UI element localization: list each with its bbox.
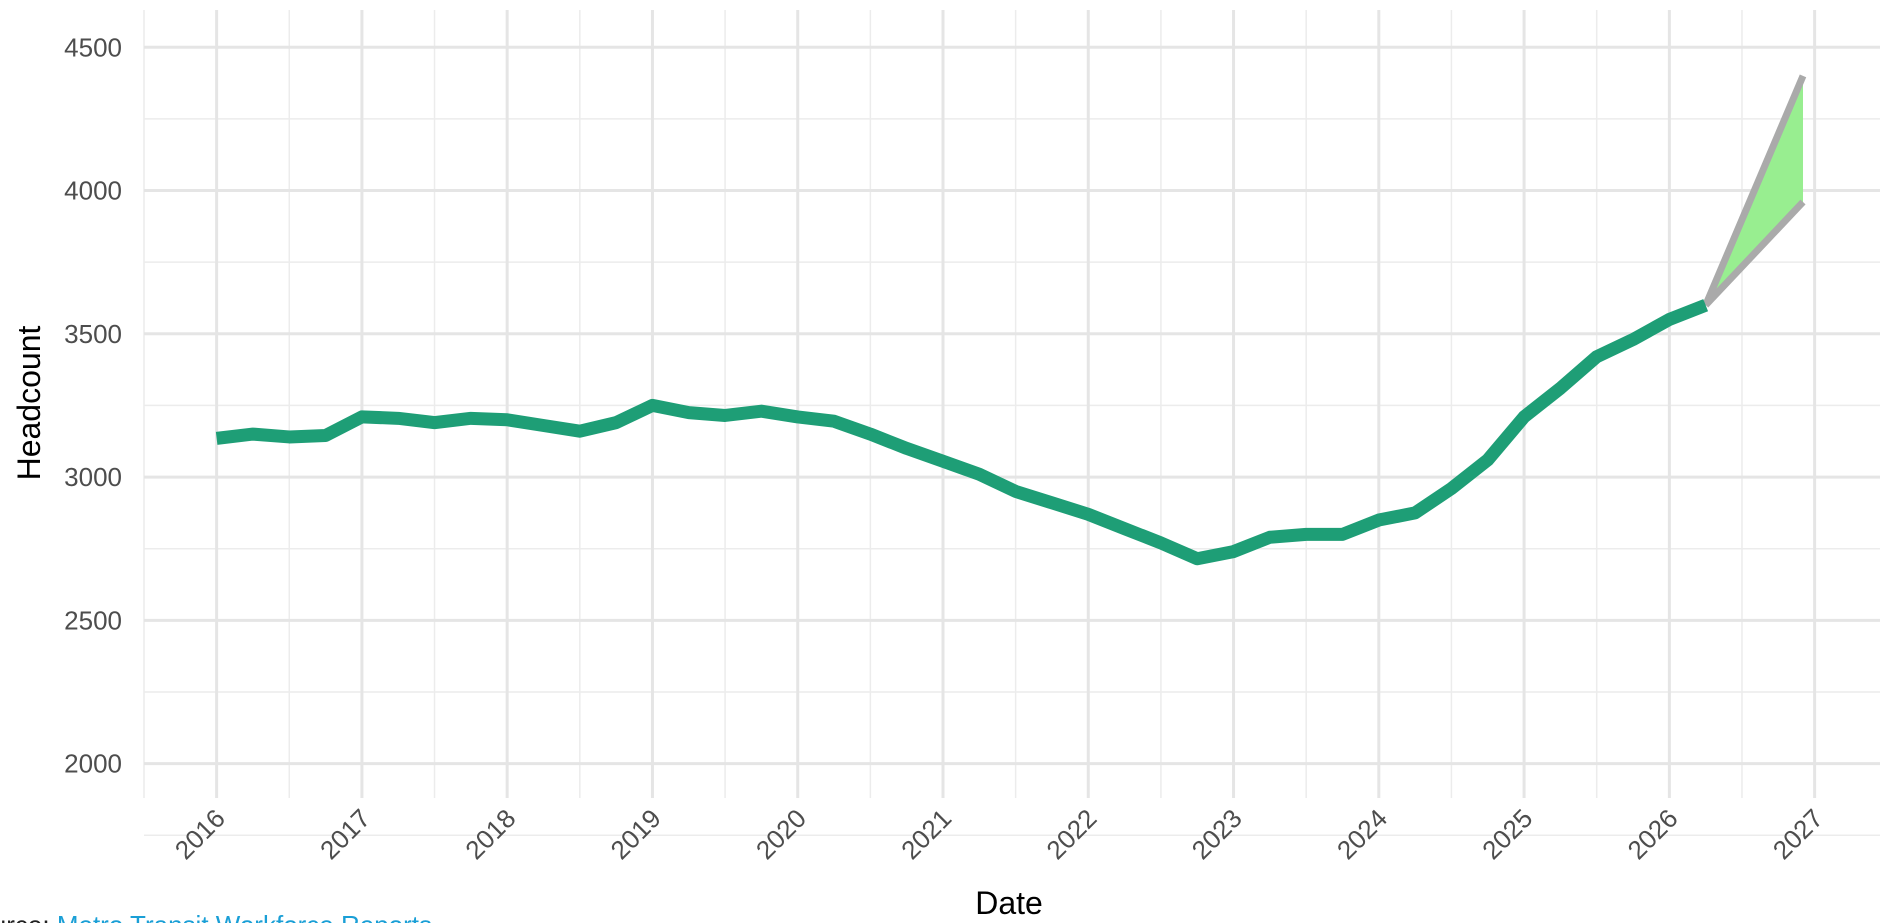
y-tick-label: 2000: [64, 749, 122, 779]
y-tick-label: 3000: [64, 462, 122, 492]
source-link[interactable]: Metro Transit Workforce Reports: [57, 910, 432, 923]
y-tick-label: 4500: [64, 32, 122, 62]
y-tick-label: 4000: [64, 176, 122, 206]
x-axis-title: Date: [975, 885, 1043, 921]
x-tick-label: 2027: [1767, 803, 1829, 865]
forecast-lower: [1703, 199, 1806, 308]
y-axis-title: Headcount: [11, 326, 47, 481]
x-tick-label: 2022: [1040, 803, 1102, 865]
x-tick-label: 2017: [314, 803, 376, 865]
x-tick-label: 2023: [1186, 803, 1248, 865]
x-tick-label: 2019: [605, 803, 667, 865]
x-tick-label: 2021: [895, 803, 957, 865]
y-tick-label: 2500: [64, 605, 122, 635]
x-tick-label: 2018: [459, 803, 521, 865]
plot: 2000 2500 3000 3500 4000 4500 2016 2017 2018 2019…: [64, 10, 1880, 865]
x-tick-label: 2020: [750, 803, 812, 865]
line: [215, 299, 1709, 566]
x-tick-label: 2025: [1476, 803, 1538, 865]
x-tick-label: 2026: [1621, 803, 1683, 865]
forecast-upper: [1702, 74, 1807, 307]
x-tick-label: 2024: [1331, 803, 1393, 865]
y-tick-label: 3500: [64, 319, 122, 349]
source: Source: Metro Transit Workforce Reports: [0, 910, 432, 923]
source-label: Source:: [0, 910, 50, 923]
x-tick-label: 2016: [169, 803, 231, 865]
